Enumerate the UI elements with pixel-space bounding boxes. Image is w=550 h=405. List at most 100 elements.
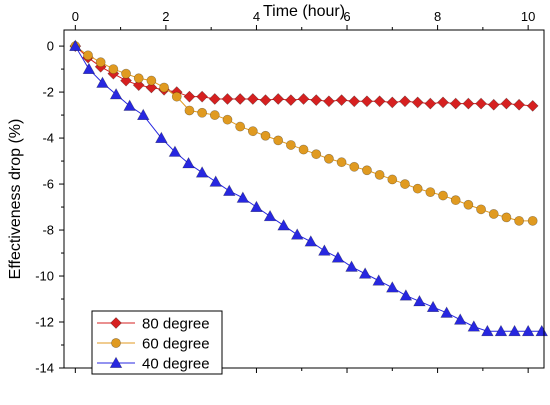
legend-item: 40 degree <box>97 356 210 373</box>
data-point <box>411 96 424 109</box>
data-point <box>358 267 372 279</box>
data-point <box>123 99 136 111</box>
data-point <box>120 74 132 87</box>
data-point <box>508 324 521 337</box>
data-point <box>133 73 144 84</box>
legend-marker <box>109 356 123 368</box>
data-point <box>348 95 361 108</box>
x-tick-label: 6 <box>343 9 350 24</box>
series-80-degree <box>69 40 539 112</box>
legend-marker <box>111 338 121 348</box>
data-point <box>462 97 475 110</box>
data-point <box>487 98 500 111</box>
data-point <box>259 94 272 107</box>
data-point <box>297 93 310 105</box>
data-point <box>184 105 195 116</box>
data-point <box>372 274 386 286</box>
data-point <box>438 190 448 201</box>
data-point <box>324 153 334 164</box>
data-point <box>500 97 513 110</box>
data-point <box>171 91 182 102</box>
data-point <box>399 289 413 301</box>
y-tick-label: -8 <box>42 223 54 238</box>
data-point <box>277 219 290 231</box>
data-point <box>182 156 195 169</box>
data-point <box>197 107 208 118</box>
data-point <box>310 94 323 107</box>
data-point <box>513 98 526 111</box>
y-tick-label: -2 <box>42 85 54 100</box>
data-point <box>209 175 223 187</box>
data-point <box>285 140 296 150</box>
data-point <box>272 93 285 105</box>
data-point <box>121 68 131 79</box>
legend: 80 degree 60 degree 40 degree <box>91 310 223 375</box>
data-point <box>145 81 158 94</box>
y-tick-label: 0 <box>47 39 54 54</box>
data-point <box>400 179 410 189</box>
series-40-degree <box>69 39 549 337</box>
data-point <box>450 195 461 206</box>
data-point <box>247 126 258 137</box>
data-point <box>69 39 82 52</box>
data-point <box>250 200 263 212</box>
data-point <box>535 324 549 337</box>
data-point <box>463 199 474 210</box>
data-point <box>208 93 221 105</box>
x-tick-label: 0 <box>72 9 79 24</box>
series-line <box>75 45 533 222</box>
data-point <box>209 110 220 120</box>
data-point <box>331 251 345 263</box>
y-tick-label: -10 <box>35 269 54 284</box>
data-point <box>361 95 373 108</box>
data-point <box>290 228 304 240</box>
y-axis-title: Effectiveness drop (%) <box>7 119 24 280</box>
data-point <box>521 324 535 337</box>
data-point <box>183 90 196 103</box>
data-point <box>426 300 440 313</box>
data-point <box>195 166 209 178</box>
legend-marker <box>110 317 122 329</box>
x-tick-label: 8 <box>434 9 441 24</box>
data-point <box>335 94 348 107</box>
data-point <box>221 93 234 105</box>
data-point <box>526 99 539 112</box>
series-line <box>74 45 542 332</box>
y-tick-label: -6 <box>42 177 54 192</box>
data-point <box>95 57 106 68</box>
data-point <box>304 235 318 247</box>
legend-label: 40 degree <box>142 356 210 373</box>
data-point <box>235 121 246 132</box>
series-60-degree <box>70 41 538 226</box>
axes: 0 2 4 6 8 10 0 -2 -4 -6 -8 -10 -12 -14 <box>35 9 545 376</box>
data-point <box>437 96 449 109</box>
data-point <box>453 313 467 325</box>
plot-area <box>69 39 549 337</box>
data-point <box>345 260 358 272</box>
data-point <box>318 244 331 256</box>
data-point <box>273 135 284 146</box>
legend-item: 60 degree <box>97 336 210 353</box>
data-point <box>373 95 386 108</box>
data-point <box>476 204 486 215</box>
legend-item: 80 degree <box>97 316 210 333</box>
y-tick-label: -12 <box>35 315 54 330</box>
data-point <box>260 130 271 141</box>
data-point <box>96 76 109 88</box>
data-point <box>82 62 96 75</box>
data-point <box>425 187 436 198</box>
data-point <box>168 145 182 157</box>
legend-label: 60 degree <box>142 336 210 353</box>
data-point <box>387 174 398 185</box>
data-point <box>527 215 538 226</box>
data-point <box>386 96 399 109</box>
data-point <box>501 212 512 223</box>
data-point <box>399 95 411 108</box>
data-point <box>494 324 508 337</box>
y-tick-label: -14 <box>35 361 54 376</box>
data-point <box>336 157 347 168</box>
data-point <box>475 97 487 110</box>
data-point <box>83 50 93 61</box>
data-point <box>362 165 372 176</box>
